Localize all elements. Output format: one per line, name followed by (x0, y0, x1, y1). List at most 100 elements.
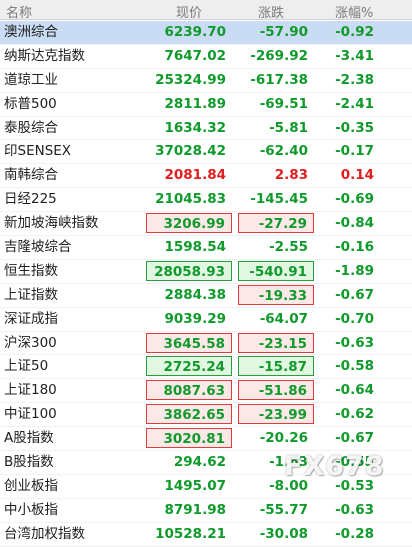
index-price: 1598.54 (164, 239, 227, 256)
index-name: 新加坡海峡指数 (4, 215, 99, 232)
index-price: 2811.89 (164, 95, 227, 112)
table-row[interactable]: 吉隆坡综合 1598.54 -2.55 -0.16 (0, 236, 412, 260)
index-name: B股指数 (4, 454, 54, 471)
index-change: -30.08 (259, 525, 308, 542)
index-change: -19.33 (238, 284, 314, 305)
index-price: 3020.81 (146, 428, 232, 449)
index-change: -617.38 (250, 71, 308, 88)
index-name: 南韩综合 (4, 167, 58, 184)
index-change: -2.55 (269, 239, 308, 256)
index-change: -5.81 (269, 119, 308, 136)
header-pct[interactable]: 涨幅% (335, 6, 374, 21)
index-change: -55.77 (259, 501, 308, 518)
index-name: 上证50 (4, 358, 49, 375)
index-change: -23.15 (238, 332, 314, 353)
index-change: -57.90 (259, 24, 308, 40)
index-name: 吉隆坡综合 (4, 239, 72, 256)
index-change-pct: -0.92 (335, 24, 374, 40)
index-price: 25324.99 (155, 71, 226, 88)
header-change[interactable]: 涨跌 (258, 6, 285, 21)
index-change: -64.07 (259, 310, 308, 327)
index-change-pct: -0.63 (335, 501, 374, 518)
table-row[interactable]: 泰股综合 1634.32 -5.81 -0.35 (0, 117, 412, 141)
index-change: -269.92 (250, 47, 308, 64)
table-row[interactable]: 上证50 2725.24 -15.87 -0.58 (0, 355, 412, 380)
index-price: 10528.21 (155, 525, 226, 542)
index-change-pct: -0.62 (335, 406, 374, 423)
header-price[interactable]: 现价 (176, 6, 203, 21)
index-price: 294.62 (173, 454, 226, 471)
index-name: 深证成指 (4, 310, 58, 327)
index-change-pct: -3.41 (335, 47, 374, 64)
index-name: 中小板指 (4, 501, 58, 518)
table-row[interactable]: 台湾加权指数 10528.21 -30.08 -0.28 (0, 523, 412, 547)
index-price: 1634.32 (164, 119, 227, 136)
index-change-pct: -2.38 (335, 71, 374, 88)
index-change: -23.99 (238, 404, 314, 425)
table-row[interactable]: 新加坡海峡指数 3206.99 -27.29 -0.84 (0, 212, 412, 237)
index-name: 澳洲综合 (4, 24, 58, 40)
index-change-pct: -1.89 (335, 262, 374, 279)
index-price: 8791.98 (164, 501, 227, 518)
table-row[interactable]: 恒生指数 28058.93 -540.91 -1.89 (0, 260, 412, 284)
index-price: 9039.29 (164, 310, 227, 327)
index-name: 泰股综合 (4, 119, 58, 136)
index-name: 中证100 (4, 406, 57, 423)
index-change-pct: -0.53 (335, 477, 374, 494)
index-change-pct: -0.67 (335, 430, 374, 447)
table-row[interactable]: 日经225 21045.83 -145.45 -0.69 (0, 188, 412, 213)
header-name[interactable]: 名称 (6, 6, 33, 21)
index-change: -8.00 (269, 477, 308, 494)
table-row[interactable]: 创业板指 1495.07 -8.00 -0.53 (0, 475, 412, 499)
table-row[interactable]: 道琼工业 25324.99 -617.38 -2.38 (0, 69, 412, 93)
table-row[interactable]: 纳斯达克指数 7647.02 -269.92 -3.41 (0, 45, 412, 69)
table-row[interactable]: 南韩综合 2081.84 2.83 0.14 (0, 164, 412, 189)
table-row[interactable]: 标普500 2811.89 -69.51 -2.41 (0, 93, 412, 117)
index-change-pct: -0.58 (335, 358, 374, 375)
index-name: 标普500 (4, 95, 57, 112)
quote-table: 澳洲综合 6239.70 -57.90 -0.92 纳斯达克指数 7647.02 -269.… (0, 21, 412, 547)
index-change-pct: -0.64 (335, 382, 374, 399)
index-change: -62.40 (259, 143, 308, 160)
index-name: 上证指数 (4, 286, 58, 303)
table-row[interactable]: A股指数 3020.81 -20.26 -0.67 (0, 427, 412, 452)
index-change: -1.63 (269, 454, 308, 471)
index-change-pct: -0.63 (335, 334, 374, 351)
index-change-pct: 0.14 (340, 167, 374, 184)
index-name: 印SENSEX (4, 143, 72, 160)
index-change: 2.83 (274, 167, 308, 184)
index-name: 恒生指数 (4, 262, 58, 279)
table-row[interactable]: 中小板指 8791.98 -55.77 -0.63 (0, 499, 412, 523)
index-name: A股指数 (4, 430, 54, 447)
index-change-pct: -0.69 (335, 191, 374, 208)
index-change: -15.87 (238, 356, 314, 377)
table-row[interactable]: 澳洲综合 6239.70 -57.90 -0.92 (0, 21, 412, 45)
table-row[interactable]: 上证指数 2884.38 -19.33 -0.67 (0, 284, 412, 308)
index-price: 2725.24 (146, 356, 232, 377)
index-price: 3862.65 (146, 404, 232, 425)
index-change: -51.86 (238, 380, 314, 401)
index-name: 上证180 (4, 382, 57, 399)
index-change: -69.51 (259, 95, 308, 112)
index-change-pct: -0.70 (335, 310, 374, 327)
index-change: -540.91 (238, 260, 314, 281)
index-price: 3206.99 (146, 213, 232, 234)
table-row[interactable]: 沪深300 3645.58 -23.15 -0.63 (0, 332, 412, 356)
index-change-pct: -0.84 (335, 215, 374, 232)
table-header: 名称 现价 涨跌 涨幅% (0, 0, 412, 21)
index-name: 沪深300 (4, 334, 57, 351)
index-price: 21045.83 (155, 191, 226, 208)
index-name: 台湾加权指数 (4, 525, 85, 542)
index-price: 7647.02 (164, 47, 227, 64)
table-row[interactable]: 上证180 8087.63 -51.86 -0.64 (0, 379, 412, 404)
index-price: 2884.38 (164, 286, 227, 303)
index-change-pct: -0.55 (335, 454, 374, 471)
table-row[interactable]: 中证100 3862.65 -23.99 -0.62 (0, 403, 412, 428)
index-price: 8087.63 (146, 380, 232, 401)
table-row[interactable]: 印SENSEX 37028.42 -62.40 -0.17 (0, 140, 412, 165)
index-change-pct: -0.17 (335, 143, 374, 160)
index-name: 创业板指 (4, 477, 58, 494)
table-row[interactable]: B股指数 294.62 -1.63 -0.55 (0, 451, 412, 475)
index-name: 日经225 (4, 191, 57, 208)
table-row[interactable]: 深证成指 9039.29 -64.07 -0.70 (0, 308, 412, 332)
